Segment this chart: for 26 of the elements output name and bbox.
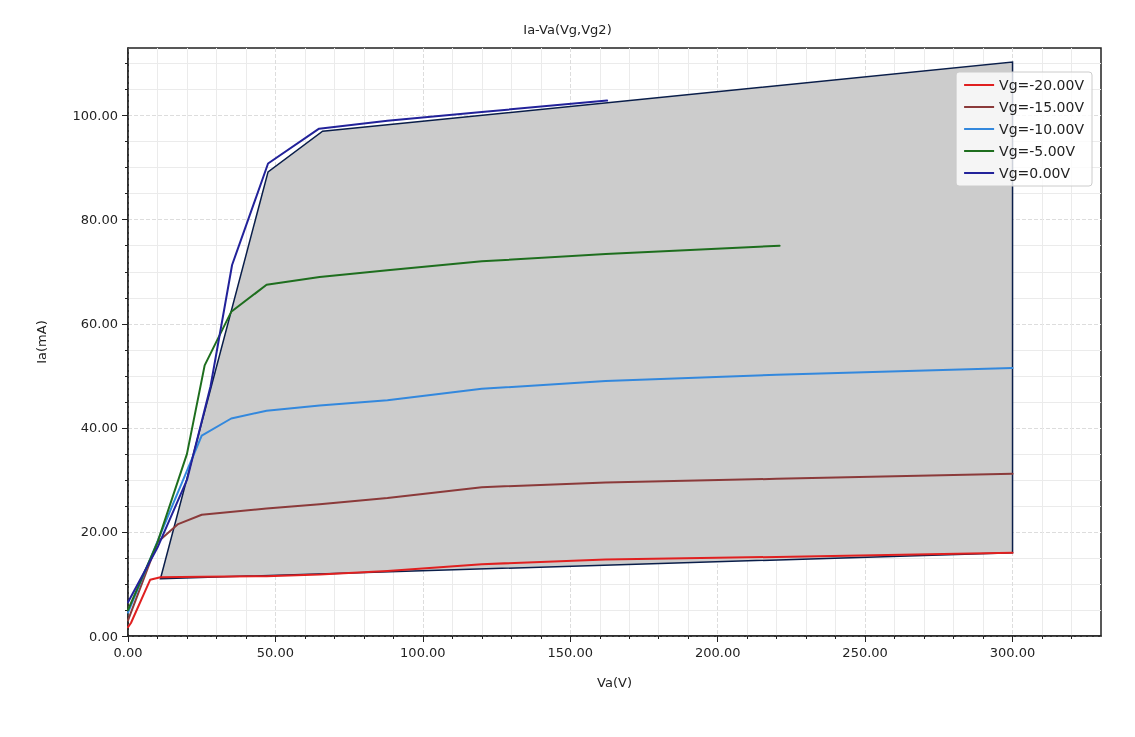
x-tick-label: 0.00 — [113, 645, 143, 660]
x-tick-label: 200.00 — [694, 645, 741, 660]
y-axis-title: Ia(mA) — [34, 320, 49, 364]
legend-label: Vg=-5.00V — [999, 143, 1076, 159]
line-series — [127, 244, 781, 611]
line-series — [127, 472, 1014, 622]
x-axis-title: Va(V) — [597, 675, 632, 690]
line-series — [127, 99, 609, 604]
chart-title: Ia-Va(Vg,Vg2) — [523, 22, 612, 37]
legend-label: Vg=-10.00V — [999, 121, 1085, 137]
y-tick-label: 100.00 — [72, 108, 118, 124]
y-tick-label: 80.00 — [80, 212, 118, 228]
x-tick-label: 50.00 — [256, 645, 295, 660]
legend-label: Vg=-20.00V — [999, 77, 1085, 93]
y-tick-label: 40.00 — [80, 420, 118, 436]
y-tick-label: 20.00 — [80, 524, 118, 540]
line-series — [127, 367, 1014, 614]
y-tick-label: 60.00 — [80, 316, 118, 332]
x-tick-label: 300.00 — [989, 645, 1036, 660]
legend-label: Vg=-15.00V — [999, 99, 1085, 115]
legend-label: Vg=0.00V — [999, 165, 1071, 181]
x-tick-label: 100.00 — [400, 645, 446, 660]
line-series — [127, 551, 1014, 629]
y-tick-label: 0.00 — [89, 628, 118, 644]
x-tick-label: 250.00 — [842, 645, 888, 660]
x-tick-label: 150.00 — [547, 645, 594, 660]
